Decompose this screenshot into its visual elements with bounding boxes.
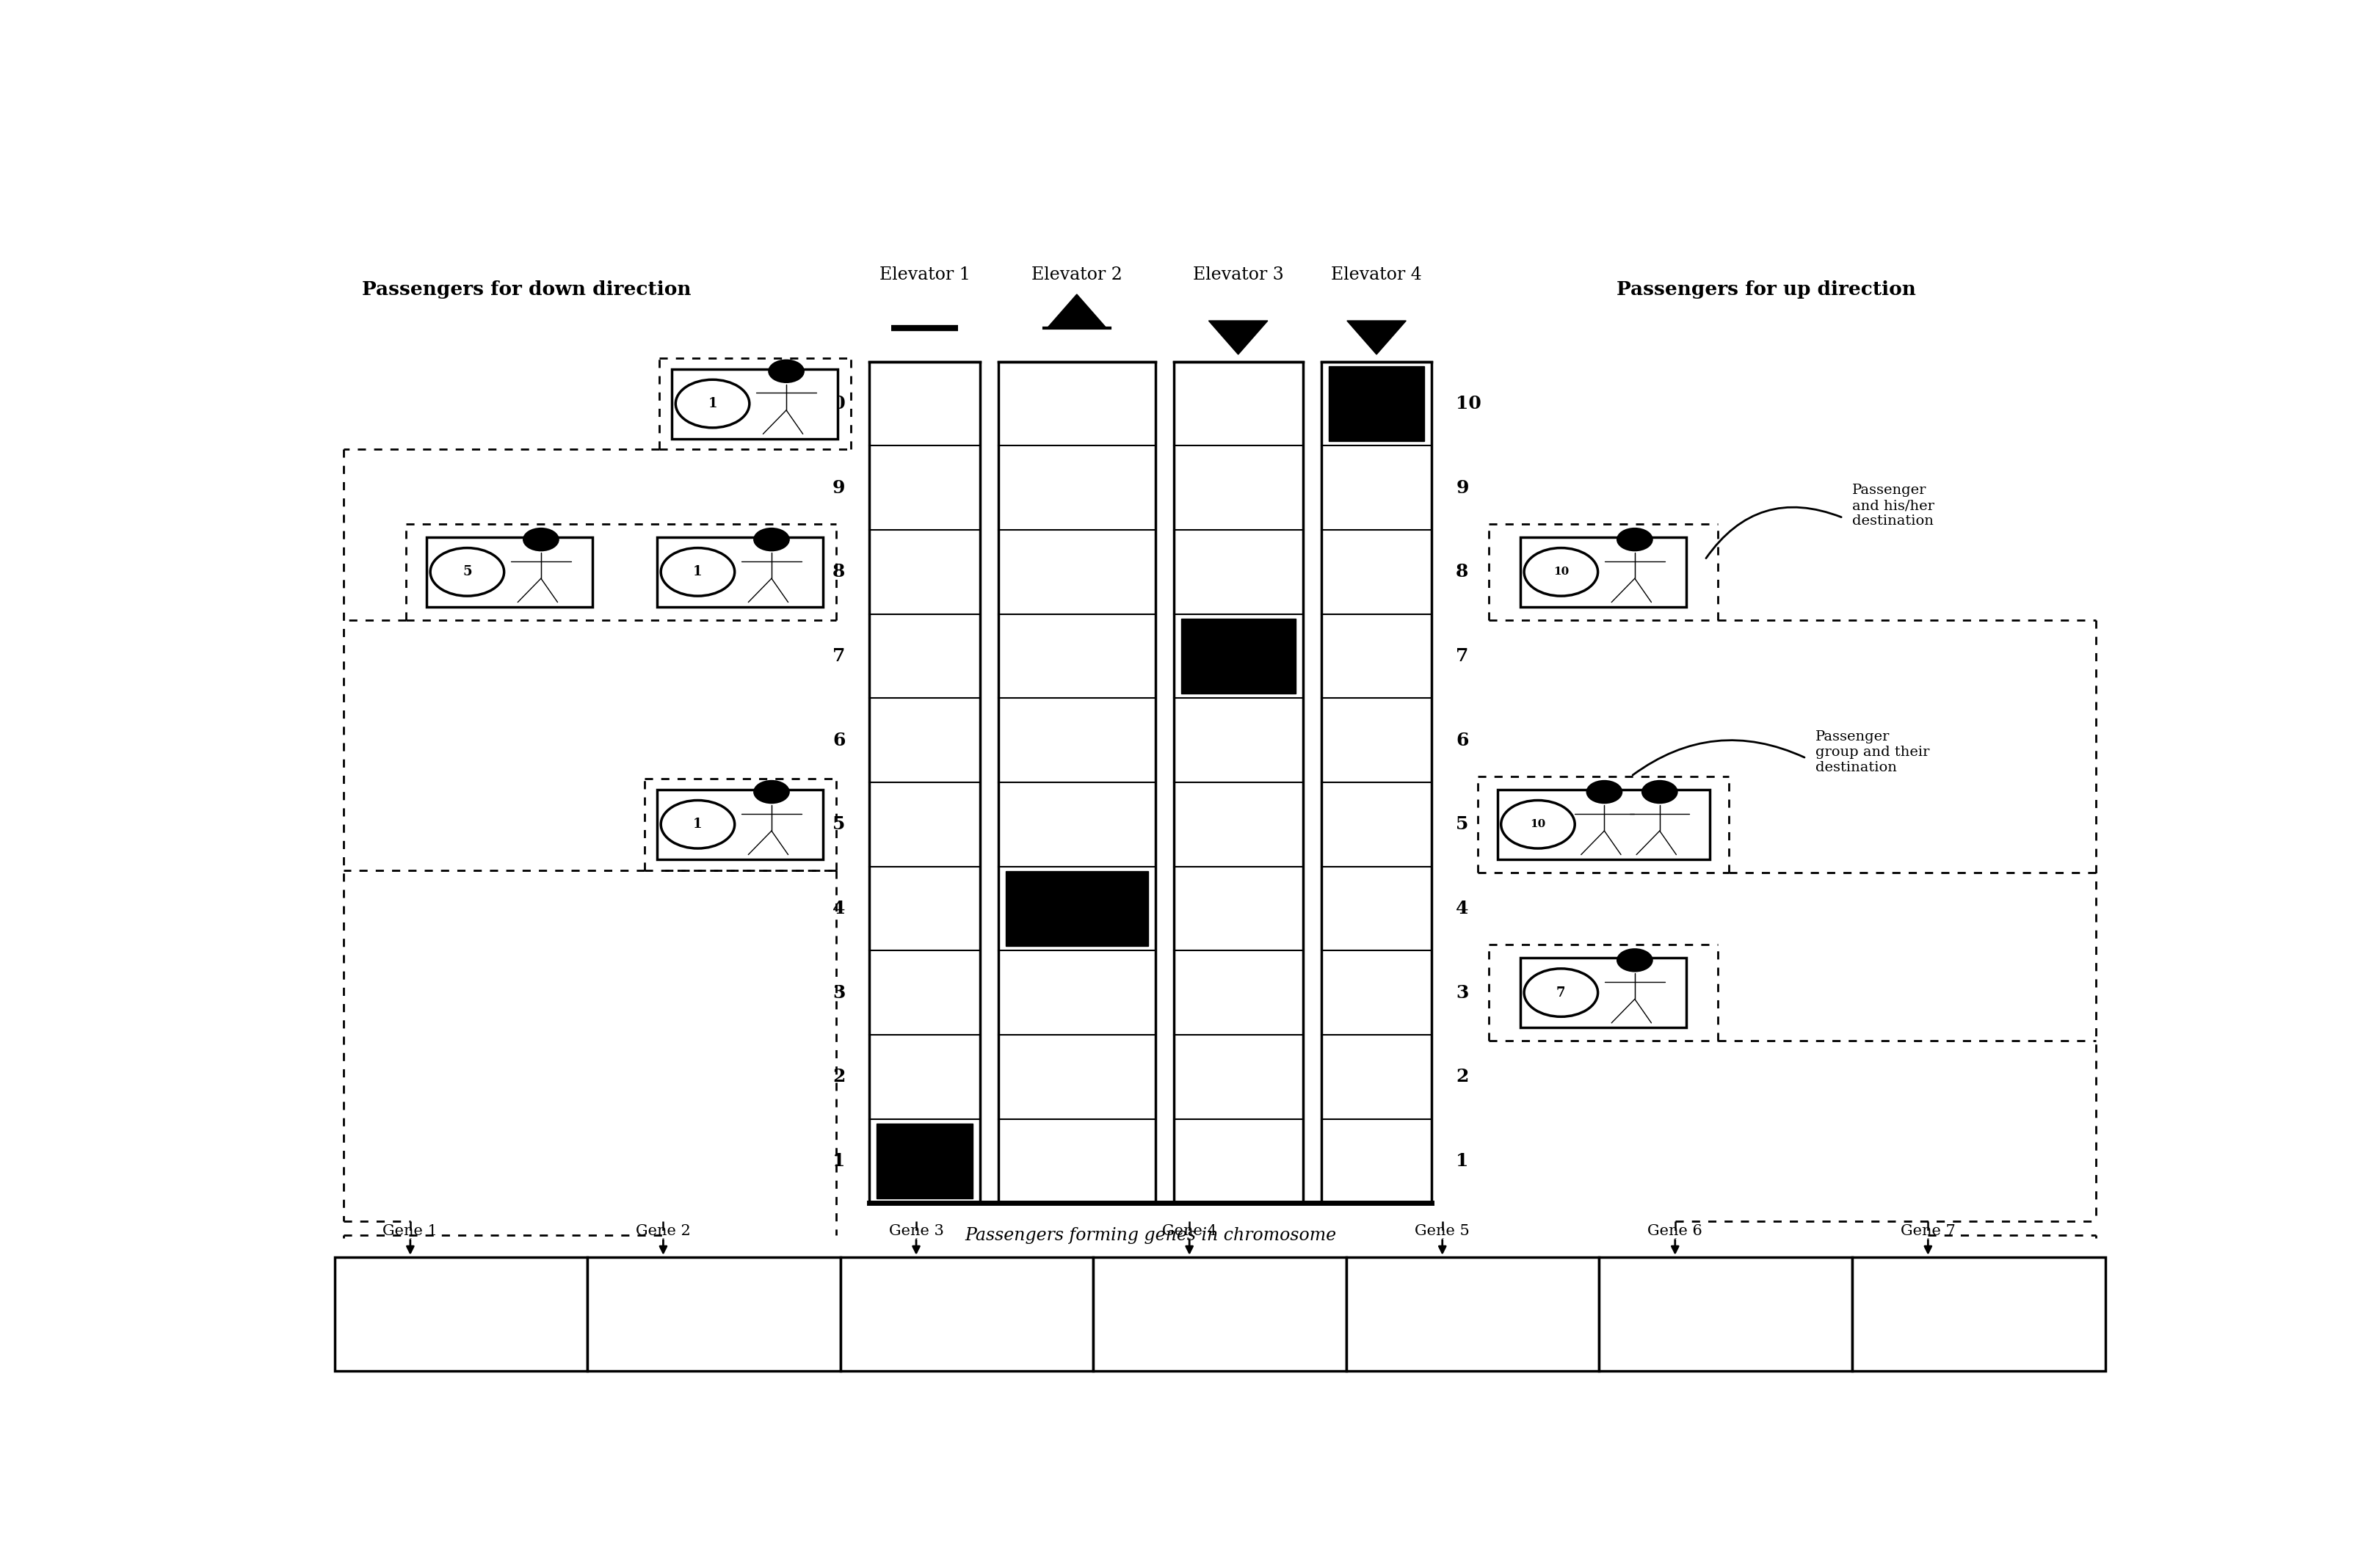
Text: 2: 2 — [833, 1068, 845, 1085]
Polygon shape — [1347, 320, 1407, 354]
Bar — [1497, 790, 1709, 859]
Circle shape — [769, 359, 804, 382]
Text: Elevator 4: Elevator 4 — [1330, 267, 1421, 284]
Text: Allele alterna-
tives: Éleva-
tors 1,2,3,4: Allele alterna- tives: Éleva- tors 1,2,3… — [926, 1297, 1007, 1332]
Text: Passengers for up direction: Passengers for up direction — [1616, 281, 1916, 298]
Circle shape — [1616, 948, 1654, 973]
Circle shape — [1585, 780, 1623, 804]
Polygon shape — [1209, 320, 1269, 354]
Text: 6: 6 — [833, 732, 845, 749]
Circle shape — [1616, 528, 1654, 551]
Text: Gene 2: Gene 2 — [635, 1224, 690, 1238]
Text: 5: 5 — [833, 815, 845, 834]
Text: Allele alterna-
tives: Ele-
vators 1,2,3,4: Allele alterna- tives: Ele- vators 1,2,3… — [1685, 1297, 1766, 1332]
Text: 5: 5 — [462, 565, 471, 579]
Bar — [876, 1124, 973, 1199]
Bar — [426, 537, 593, 607]
Circle shape — [524, 528, 559, 551]
Text: 7: 7 — [833, 648, 845, 665]
Text: Passengers forming genes in chromosome: Passengers forming genes in chromosome — [964, 1227, 1335, 1244]
Text: Elevator 3: Elevator 3 — [1192, 267, 1283, 284]
Text: 6: 6 — [1457, 732, 1468, 749]
Text: 9: 9 — [1457, 479, 1468, 496]
Text: Gene 3: Gene 3 — [888, 1224, 945, 1238]
FancyArrowPatch shape — [1633, 740, 1804, 776]
Polygon shape — [1047, 295, 1107, 328]
FancyArrowPatch shape — [1706, 507, 1842, 559]
Bar — [657, 537, 823, 607]
Text: Allele alterna-
tives: Eleva-
vators 1,2,3,4: Allele alterna- tives: Eleva- vators 1,2… — [674, 1297, 754, 1332]
Text: 7: 7 — [1557, 987, 1566, 999]
Text: 10: 10 — [1554, 567, 1568, 578]
Text: Passenger
and his/her
destination: Passenger and his/her destination — [1852, 484, 1935, 528]
Text: 10: 10 — [819, 395, 845, 412]
Bar — [671, 368, 838, 439]
Bar — [1180, 618, 1295, 693]
Text: Passengers for down direction: Passengers for down direction — [362, 281, 690, 298]
Bar — [869, 362, 981, 1204]
Text: 3: 3 — [833, 983, 845, 1002]
Text: Allele alterna-
tives: Eleva-
tors 1,2,3,4: Allele alterna- tives: Eleva- tors 1,2,3… — [421, 1297, 500, 1332]
Text: 3: 3 — [1457, 983, 1468, 1002]
Text: 10: 10 — [1530, 820, 1545, 829]
Text: Gene 5: Gene 5 — [1416, 1224, 1471, 1238]
Text: 1: 1 — [833, 1152, 845, 1169]
Bar — [1173, 362, 1302, 1204]
Text: 1: 1 — [707, 396, 716, 411]
Text: 10: 10 — [1457, 395, 1480, 412]
Text: Passenger
group and their
destination: Passenger group and their destination — [1816, 731, 1930, 774]
Circle shape — [1642, 780, 1678, 804]
Bar — [1521, 958, 1687, 1027]
Text: 4: 4 — [833, 899, 845, 918]
Text: Gene 1: Gene 1 — [383, 1224, 438, 1238]
Circle shape — [754, 528, 790, 551]
Bar — [333, 1257, 588, 1371]
Text: 8: 8 — [833, 564, 845, 581]
Bar — [1599, 1257, 1852, 1371]
Text: 1: 1 — [693, 565, 702, 579]
Text: 8: 8 — [1457, 564, 1468, 581]
Text: 2: 2 — [1457, 1068, 1468, 1085]
Bar — [1007, 871, 1147, 946]
Text: 4: 4 — [1457, 899, 1468, 918]
Bar — [588, 1257, 840, 1371]
Text: 9: 9 — [833, 479, 845, 496]
Bar — [1321, 362, 1433, 1204]
Text: 7: 7 — [1457, 648, 1468, 665]
Bar — [657, 790, 823, 859]
Text: Allele alterna-
tives: Ele-
vators 1,2,3,4: Allele alterna- tives: Ele- vators 1,2,3… — [1940, 1297, 2018, 1332]
Bar — [1852, 1257, 2106, 1371]
Bar — [1328, 367, 1426, 440]
Bar — [1092, 1257, 1347, 1371]
Bar — [1521, 537, 1687, 607]
Bar — [1000, 362, 1154, 1204]
Text: Allele alter-
natives:
Elevator 3: Allele alter- natives: Elevator 3 — [1188, 1297, 1252, 1332]
Bar — [1347, 1257, 1599, 1371]
Bar — [840, 1257, 1092, 1371]
Circle shape — [754, 780, 790, 804]
Text: 1: 1 — [693, 818, 702, 830]
Text: 1: 1 — [1457, 1152, 1468, 1169]
Text: Elevator 2: Elevator 2 — [1031, 267, 1123, 284]
Text: 5: 5 — [1457, 815, 1468, 834]
Text: Elevator 1: Elevator 1 — [878, 267, 971, 284]
Text: Allele alter-
natives:
Elevator 1: Allele alter- natives: Elevator 1 — [1440, 1297, 1507, 1332]
Text: Gene 6: Gene 6 — [1647, 1224, 1702, 1238]
Text: Gene 4: Gene 4 — [1161, 1224, 1216, 1238]
Text: Gene 7: Gene 7 — [1902, 1224, 1956, 1238]
